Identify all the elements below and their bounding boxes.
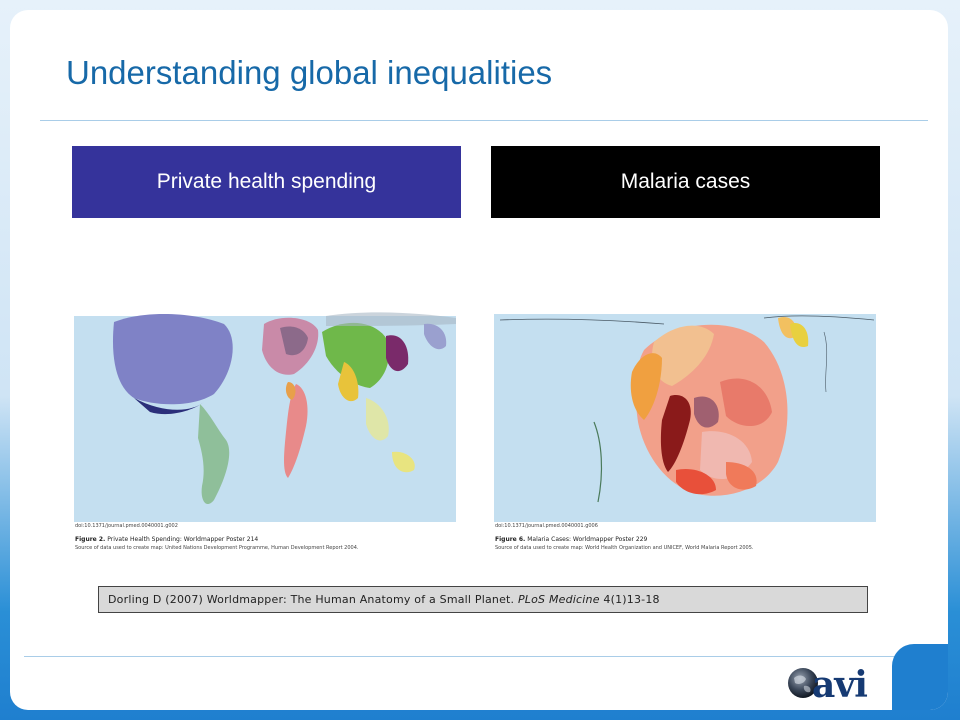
corner-accent <box>892 644 948 710</box>
private-health-spending-figure: doi:10.1371/journal.pmed.0040001.g002 Fi… <box>74 302 456 564</box>
private-health-spending-label: Private health spending <box>156 170 377 193</box>
logo-wordmark: avi <box>812 664 868 706</box>
malaria-cases-figure: doi:10.1371/journal.pmed.0040001.g006 Fi… <box>494 302 876 564</box>
left-figure-title-text: Private Health Spending: Worldmapper Pos… <box>107 536 259 543</box>
page-title: Understanding global inequalities <box>66 54 553 91</box>
right-figure-title-text: Malaria Cases: Worldmapper Poster 229 <box>527 536 648 543</box>
citation-box: Dorling D (2007) Worldmapper: The Human … <box>98 586 868 613</box>
malaria-cases-map <box>494 314 876 522</box>
citation-journal: PLoS Medicine <box>517 593 600 606</box>
citation-volume: 4(1)13-18 <box>603 593 660 606</box>
left-figure-title: Figure 2. Private Health Spending: World… <box>75 536 258 543</box>
left-figure-source: Source of data used to create map: Unite… <box>75 545 359 551</box>
citation-text: Dorling D (2007) Worldmapper: The Human … <box>108 593 515 606</box>
malaria-cases-heading: Malaria cases <box>491 146 880 218</box>
right-figure-label: Figure 6. <box>495 536 526 543</box>
right-figure-title: Figure 6. Malaria Cases: Worldmapper Pos… <box>495 536 647 543</box>
bottom-divider <box>24 656 900 657</box>
private-health-spending-heading: Private health spending <box>72 146 461 218</box>
slide: Understanding global inequalities Privat… <box>10 10 948 710</box>
malaria-cases-label: Malaria cases <box>620 170 751 193</box>
private-health-spending-map <box>74 312 456 522</box>
top-divider <box>40 120 928 121</box>
left-figure-label: Figure 2. <box>75 536 106 543</box>
iavi-logo: avi <box>786 660 886 710</box>
right-figure-doi: doi:10.1371/journal.pmed.0040001.g006 <box>495 523 598 529</box>
globe-icon <box>788 668 818 698</box>
right-figure-source: Source of data used to create map: World… <box>495 545 754 551</box>
left-figure-doi: doi:10.1371/journal.pmed.0040001.g002 <box>75 523 178 529</box>
